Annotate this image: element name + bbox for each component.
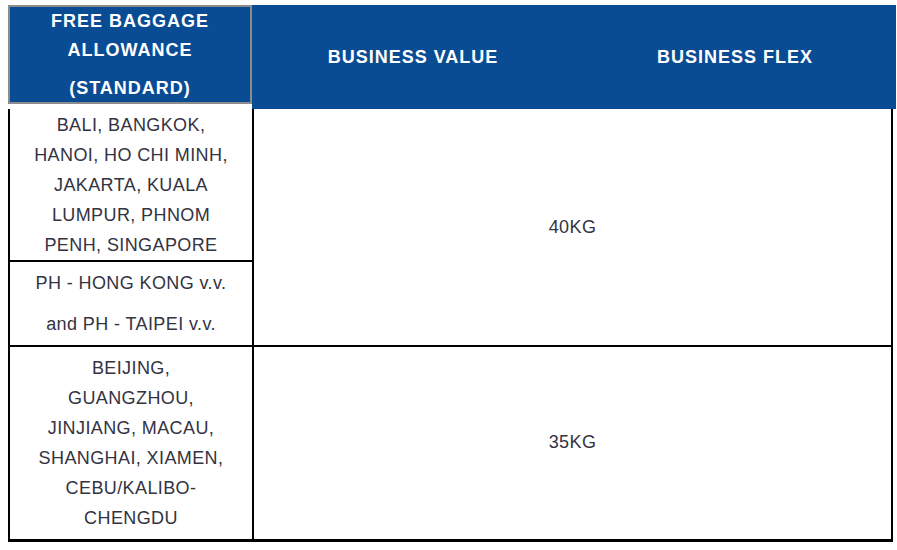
- text-line: FREE BAGGAGE: [51, 7, 209, 36]
- text-line: ALLOWANCE: [68, 36, 193, 65]
- text-line: and PH - TAIPEI v.v.: [10, 309, 252, 339]
- destinations-cell-ph-routes: PH - HONG KONG v.v. and PH - TAIPEI v.v.: [9, 261, 253, 346]
- text-line: HANOI, HO CHI MINH,: [10, 140, 252, 170]
- column-header-row: BUSINESS VALUE BUSINESS FLEX: [252, 5, 896, 109]
- allowance-cell-40kg: 40KG: [253, 109, 892, 346]
- text-line: PENH, SINGAPORE: [10, 230, 252, 260]
- text-line: CHENGDU: [10, 503, 252, 533]
- column-header-business-flex: BUSINESS FLEX: [574, 5, 896, 109]
- table-title-cell: FREE BAGGAGEALLOWANCE (STANDARD): [8, 5, 252, 104]
- destinations-cell-china: BEIJING,GUANGZHOU,JINJIANG, MACAU,SHANGH…: [9, 346, 253, 540]
- text-line: BEIJING,: [10, 353, 252, 383]
- text-line: BALI, BANGKOK,: [10, 110, 252, 140]
- baggage-allowance-table: BALI, BANGKOK,HANOI, HO CHI MINH,JAKARTA…: [8, 109, 893, 542]
- baggage-allowance-page: FREE BAGGAGEALLOWANCE (STANDARD) BUSINESS…: [0, 0, 897, 550]
- column-header-business-value: BUSINESS VALUE: [252, 5, 574, 109]
- text-line: PH - HONG KONG v.v.: [10, 268, 252, 298]
- text-line: JAKARTA, KUALA: [10, 170, 252, 200]
- text-line: LUMPUR, PHNOM: [10, 200, 252, 230]
- text-line: JINJIANG, MACAU,: [10, 413, 252, 443]
- text-line: (STANDARD): [69, 74, 191, 103]
- text-line: CEBU/KALIBO-: [10, 473, 252, 503]
- allowance-cell-35kg: 35KG: [253, 346, 892, 540]
- text-line: GUANGZHOU,: [10, 383, 252, 413]
- text-line: SHANGHAI, XIAMEN,: [10, 443, 252, 473]
- destinations-cell-southeast-asia: BALI, BANGKOK,HANOI, HO CHI MINH,JAKARTA…: [9, 109, 253, 261]
